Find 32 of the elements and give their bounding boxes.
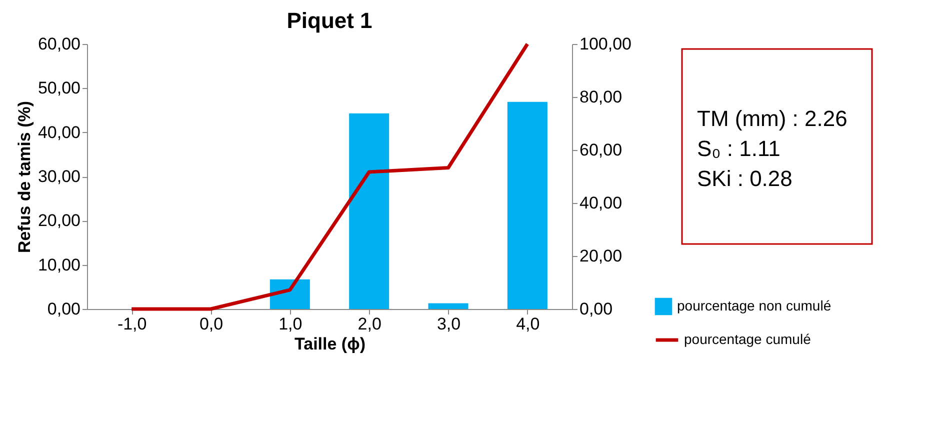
- y-tick-label: 40,00: [38, 122, 80, 142]
- x-tick-label: 4,0: [516, 314, 540, 334]
- x-axis-title: Taille (ϕ): [294, 334, 366, 354]
- y-tick-label: 20,00: [38, 211, 80, 230]
- x-tick-label: 1,0: [278, 314, 302, 334]
- text: TM (mm) : 2.26: [697, 106, 848, 131]
- y2-tick-label: 60,00: [580, 140, 622, 160]
- y2-tick-label: 100,00: [580, 34, 632, 54]
- bar: [270, 279, 310, 309]
- y2-tick-label: 40,00: [580, 194, 622, 212]
- y2-tick-label: 0,00: [580, 300, 613, 318]
- x-tick-label: -1,0: [117, 314, 147, 334]
- bar: [349, 113, 390, 309]
- x-tick-label: 3,0: [436, 314, 461, 334]
- bar: [428, 303, 468, 309]
- legend-label: pourcentage non cumulé: [677, 298, 832, 314]
- y-tick-label: 0,00: [47, 300, 80, 318]
- text: SKi : 0.28: [697, 166, 792, 191]
- legend-label: pourcentage cumulé: [684, 331, 812, 347]
- y-axis-title: Refus de tamis (%): [14, 100, 34, 254]
- x-tick-label: 2,0: [358, 314, 382, 334]
- y-tick-label: 30,00: [38, 167, 80, 186]
- text: S₀ : 1.11: [697, 136, 780, 161]
- y-tick-label: 50,00: [38, 78, 80, 98]
- bar: [507, 102, 548, 309]
- y-tick-label: 10,00: [38, 255, 80, 274]
- line-series: [130, 42, 530, 311]
- y2-tick-label: 80,00: [580, 88, 622, 106]
- y2-tick-label: 20,00: [580, 246, 622, 266]
- y-tick-label: 60,00: [38, 34, 80, 54]
- chart-title: Piquet 1: [286, 8, 372, 33]
- x-tick-label: 0,0: [199, 314, 224, 334]
